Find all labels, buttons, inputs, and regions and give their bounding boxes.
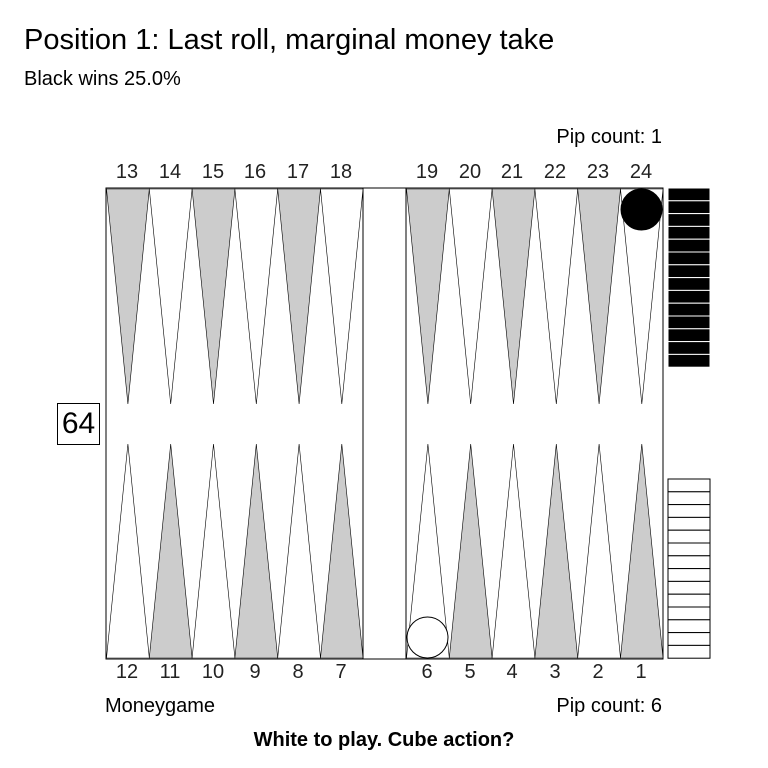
- white-borne-off-tray: [667, 478, 711, 659]
- point-number-18: 18: [329, 161, 353, 183]
- point-number-13: 13: [115, 161, 139, 183]
- white-borne-off-checker: [667, 644, 711, 659]
- white-borne-off-checker: [667, 619, 711, 634]
- point-number-23: 23: [586, 161, 610, 183]
- black-borne-off-checker: [667, 277, 711, 291]
- pip-count-black: Pip count: 1: [556, 126, 662, 148]
- point-3[interactable]: [534, 443, 579, 659]
- board-left-half: [105, 187, 364, 660]
- match-type-label: Moneygame: [105, 695, 216, 717]
- point-7[interactable]: [320, 443, 364, 659]
- black-borne-off-checker: [667, 341, 711, 355]
- white-borne-off-checker: [667, 491, 711, 506]
- point-14[interactable]: [148, 188, 193, 405]
- doubling-cube[interactable]: 64: [57, 403, 100, 445]
- point-number-24: 24: [629, 161, 653, 183]
- point-number-9: 9: [249, 661, 261, 683]
- point-12[interactable]: [106, 443, 150, 659]
- point-number-3: 3: [549, 661, 561, 683]
- black-borne-off-checker: [667, 289, 711, 304]
- point-2[interactable]: [577, 443, 621, 659]
- pip-count-white: Pip count: 6: [556, 695, 662, 717]
- point-1[interactable]: [620, 443, 664, 659]
- black-borne-off-checker: [667, 200, 711, 215]
- position-title: Position 1: Last roll, marginal money ta…: [24, 24, 555, 56]
- point-8[interactable]: [277, 443, 321, 659]
- point-23[interactable]: [577, 188, 621, 405]
- point-number-7: 7: [335, 661, 347, 683]
- board-bar[interactable]: [362, 187, 407, 660]
- point-number-6: 6: [421, 661, 433, 683]
- white-borne-off-checker: [667, 555, 711, 570]
- point-number-2: 2: [592, 661, 604, 683]
- point-5[interactable]: [448, 443, 493, 659]
- point-number-11: 11: [159, 661, 181, 683]
- black-borne-off-checker: [667, 225, 711, 240]
- point-16[interactable]: [234, 188, 279, 405]
- point-20[interactable]: [448, 188, 493, 405]
- point-number-20: 20: [458, 161, 482, 183]
- black-borne-off-tray: [667, 187, 711, 368]
- point-number-22: 22: [543, 161, 567, 183]
- white-borne-off-checker: [667, 504, 711, 518]
- point-number-4: 4: [506, 661, 518, 683]
- white-borne-off-checker: [667, 568, 711, 582]
- point-15[interactable]: [191, 188, 236, 405]
- white-borne-off-checker: [667, 516, 711, 531]
- black-borne-off-checker: [667, 213, 711, 227]
- point-number-19: 19: [415, 161, 439, 183]
- point-13[interactable]: [106, 188, 150, 405]
- black-borne-off-checker: [667, 264, 711, 279]
- point-number-1: 1: [635, 661, 647, 683]
- board-right-half: [405, 187, 664, 660]
- point-18[interactable]: [320, 188, 364, 405]
- black-borne-off-checker: [667, 238, 711, 253]
- point-22[interactable]: [534, 188, 579, 405]
- black-checker[interactable]: [620, 188, 663, 231]
- black-borne-off-checker: [667, 328, 711, 343]
- point-number-16: 16: [243, 161, 267, 183]
- point-number-5: 5: [464, 661, 476, 683]
- white-borne-off-checker: [667, 632, 711, 646]
- black-borne-off-checker: [667, 187, 711, 202]
- black-borne-off-checker: [667, 315, 711, 330]
- point-number-8: 8: [292, 661, 304, 683]
- point-19[interactable]: [406, 188, 450, 405]
- white-checker[interactable]: [406, 616, 449, 659]
- point-number-15: 15: [201, 161, 225, 183]
- point-11[interactable]: [148, 443, 193, 659]
- point-21[interactable]: [491, 188, 536, 405]
- white-borne-off-checker: [667, 529, 711, 544]
- point-17[interactable]: [277, 188, 321, 405]
- white-borne-off-checker: [667, 478, 711, 493]
- win-probability: Black wins 25.0%: [24, 68, 181, 90]
- action-prompt: White to play. Cube action?: [253, 729, 515, 751]
- white-borne-off-checker: [667, 593, 711, 608]
- point-number-17: 17: [286, 161, 310, 183]
- black-borne-off-checker: [667, 353, 711, 368]
- point-number-10: 10: [201, 661, 225, 683]
- point-4[interactable]: [491, 443, 536, 659]
- white-borne-off-checker: [667, 542, 711, 557]
- black-borne-off-checker: [667, 302, 711, 317]
- white-borne-off-checker: [667, 606, 711, 621]
- point-number-12: 12: [115, 661, 139, 683]
- black-borne-off-checker: [667, 251, 711, 266]
- point-10[interactable]: [191, 443, 236, 659]
- white-borne-off-checker: [667, 580, 711, 595]
- point-number-21: 21: [500, 161, 524, 183]
- point-number-14: 14: [158, 161, 182, 183]
- point-9[interactable]: [234, 443, 279, 659]
